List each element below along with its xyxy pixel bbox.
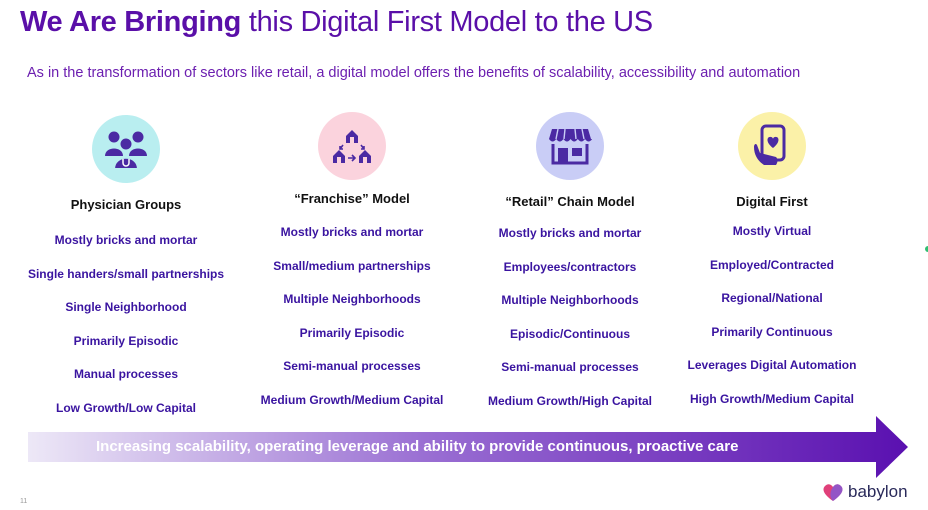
logo-text: babylon [848,482,908,501]
list-item: Primarily Episodic [73,333,179,348]
list-item: Single Neighborhood [65,300,187,314]
list-item: Low Growth/Low Capital [56,400,196,415]
edge-dot [925,246,928,252]
list-item: Small/medium partnerships [273,258,431,273]
arrow-label: Increasing scalability, operating levera… [96,438,739,455]
houses-network-icon [318,112,386,180]
list-item: Manual processes [73,367,179,381]
page-subtitle: As in the transformation of sectors like… [27,65,801,81]
title-rest: this Digital First Model to the US [241,6,653,38]
column-digital-first: Digital First Mostly Virtual Employed/Co… [667,112,877,424]
column-franchise-model: “Franchise” Model Mostly bricks and mort… [247,112,457,425]
list-item: Regional/National [721,291,823,305]
list-item: Mostly bricks and mortar [54,233,198,247]
list-item: Medium Growth/Medium Capital [260,392,444,407]
list-item: Mostly bricks and mortar [498,226,642,240]
column-title: “Franchise” Model [294,191,410,206]
storefront-icon [536,112,604,180]
list-item: Primarily Continuous [711,324,833,339]
list-item: Primarily Episodic [299,325,405,340]
list-item: Employees/contractors [503,259,637,274]
list-item: Single handers/small partnerships [27,266,225,281]
page-number: 11 [20,498,28,505]
phone-heart-icon [738,112,806,180]
column-title: Physician Groups [70,197,182,212]
list-item: High Growth/Medium Capital [690,391,854,406]
list-item: Semi-manual processes [501,360,639,374]
list-item: Multiple Neighborhoods [501,293,639,307]
list-item: Employed/Contracted [709,257,835,272]
people-group-icon [92,115,160,183]
list-item: Mostly Virtual [732,224,812,238]
column-title: “Retail” Chain Model [505,194,635,209]
column-physician-groups: Physician Groups Mostly bricks and morta… [21,112,231,433]
column-retail-chain-model: “Retail” Chain Model Mostly bricks and m… [465,112,675,426]
list-item: Medium Growth/High Capital [488,393,652,408]
column-title: Digital First [736,194,808,209]
heart-logo-icon [823,483,843,501]
title-bold: We Are Bringing [20,6,242,38]
list-item: Semi-manual processes [283,359,421,373]
scalability-arrow [28,416,908,478]
list-item: Leverages Digital Automation [687,358,857,372]
list-item: Episodic/Continuous [510,326,630,341]
list-item: Multiple Neighborhoods [283,292,421,306]
page-title: We Are Bringing this Digital First Model… [20,6,653,39]
babylon-logo: babylon [822,482,908,502]
list-item: Mostly bricks and mortar [280,225,424,239]
